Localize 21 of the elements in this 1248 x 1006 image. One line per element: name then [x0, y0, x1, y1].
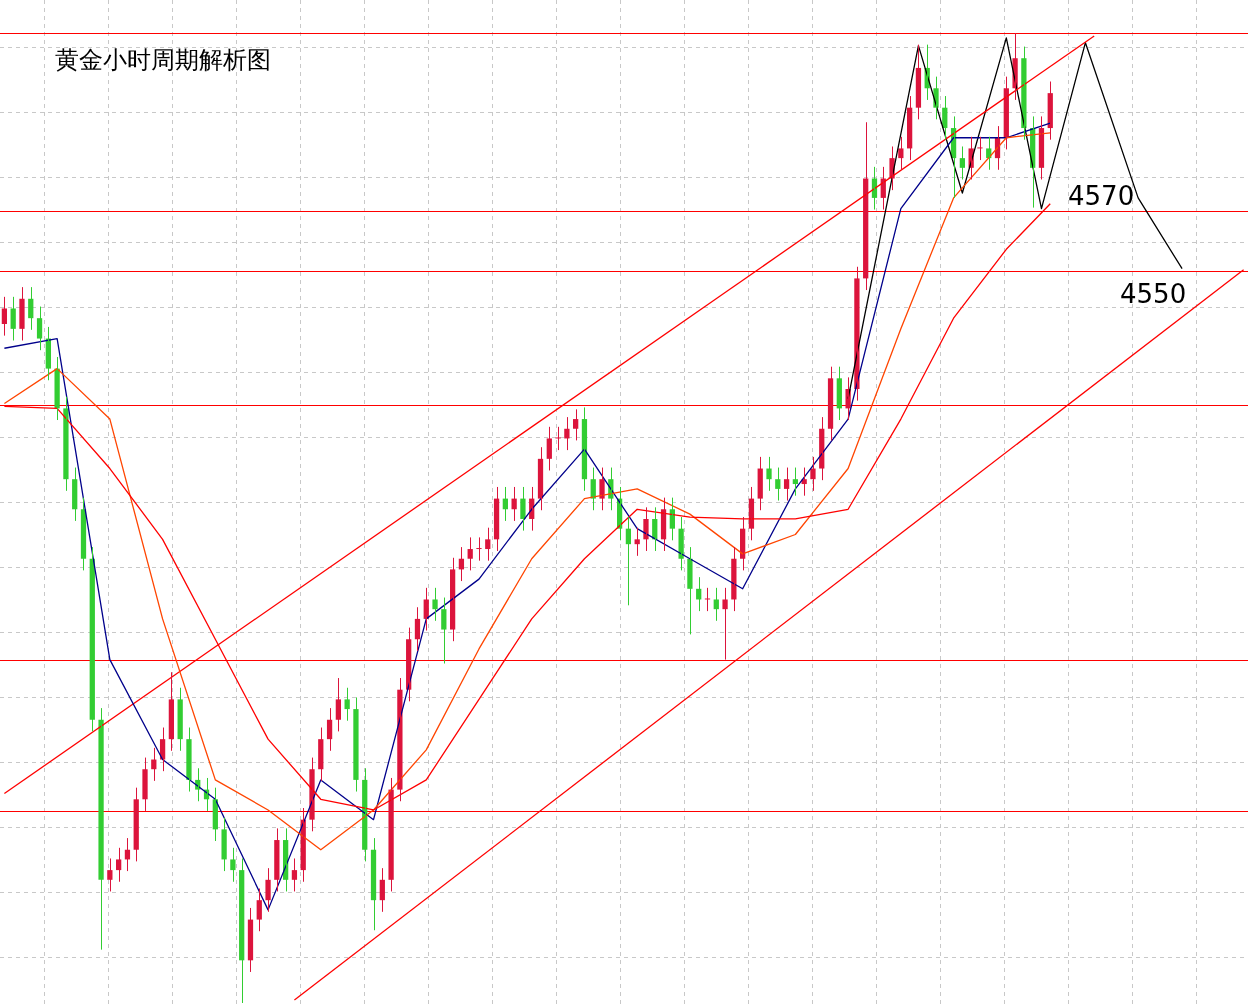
annotation: 4570: [1068, 180, 1135, 211]
candlestick: [353, 696, 359, 793]
candlestick: [432, 587, 438, 622]
annotation: 4550: [1120, 278, 1187, 309]
candlestick: [476, 536, 482, 562]
candlestick: [977, 136, 983, 161]
candlestick: [19, 286, 25, 341]
candlestick: [555, 426, 561, 451]
text: 黄金小时周期解析图: [55, 46, 271, 75]
candlestick: [142, 757, 148, 812]
candlestick: [54, 356, 60, 421]
candlestick: [687, 546, 693, 635]
candlestick: [388, 777, 394, 892]
candlestick: [520, 486, 526, 532]
candlestick: [63, 396, 69, 492]
candlestick: [722, 587, 728, 661]
candlestick: [98, 707, 104, 951]
candlestick: [221, 817, 227, 872]
candlestick: [186, 727, 192, 793]
candlestick: [265, 867, 271, 913]
candlestick: [230, 847, 236, 883]
